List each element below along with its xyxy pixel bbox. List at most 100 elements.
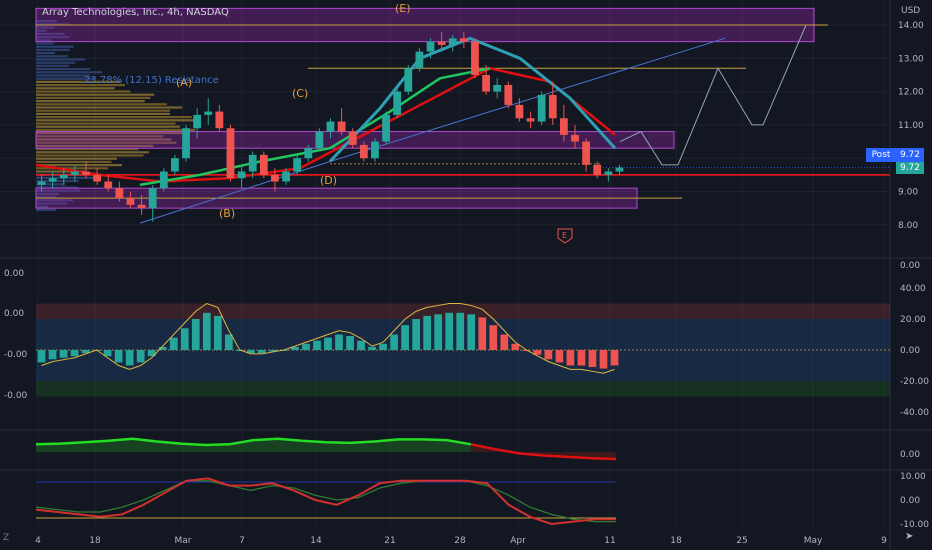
projection-line — [619, 24, 807, 166]
osc-bar — [610, 350, 619, 366]
osc-overbought-band — [36, 303, 890, 319]
z-button[interactable]: Z — [3, 533, 10, 543]
osc-right-tick: -40.00 — [900, 408, 929, 418]
osc-bar — [302, 343, 310, 350]
osc-right-tick: 0.00 — [900, 346, 920, 356]
candle-body — [593, 164, 602, 175]
osc-top-tick: 0.00 — [900, 261, 920, 271]
fib-resistance-label: 23.78% (12.15) Resistance — [84, 75, 219, 86]
candle-body — [148, 188, 157, 209]
osc-oversold-band — [36, 381, 890, 397]
ma-green-line — [139, 67, 491, 187]
osc-bar — [103, 350, 112, 357]
osc-bar — [291, 346, 299, 350]
candle-body — [426, 41, 435, 52]
osc-left-tick: -0.00 — [4, 350, 28, 360]
volume-profile-bar — [36, 186, 79, 189]
candle-body — [493, 84, 502, 92]
volume-profile-bar — [36, 90, 131, 93]
volume-profile-bar — [36, 112, 170, 115]
candle-body — [93, 174, 102, 182]
candle-body — [448, 38, 457, 45]
volume-profile-bar — [36, 138, 172, 141]
earnings-marker[interactable]: E — [557, 228, 573, 244]
osc-bar — [390, 334, 398, 350]
momentum-pane: 0.00 — [35, 437, 920, 461]
osc-bar — [577, 350, 586, 366]
candle-body — [204, 111, 213, 115]
osc-bar — [588, 350, 597, 368]
candle-body — [582, 141, 590, 165]
volume-profile-bar — [36, 157, 117, 160]
candle-body — [459, 38, 468, 42]
osc-left-tick: 0.00 — [4, 309, 24, 319]
earnings-marker-label: E — [562, 231, 567, 240]
candle-body — [182, 128, 190, 159]
candle-body — [515, 104, 524, 119]
candle-body — [115, 188, 124, 199]
candle-body — [359, 144, 368, 159]
candle-body — [337, 121, 346, 132]
osc-bar — [478, 317, 487, 350]
trend-line — [139, 161, 331, 224]
osc-left-tick: 0.00 — [4, 269, 24, 279]
candle-body — [393, 91, 402, 115]
osc-bar — [555, 350, 564, 363]
candle-body — [137, 204, 146, 209]
trend-line — [329, 37, 726, 163]
volume-profile — [36, 20, 196, 211]
candle-body — [526, 118, 535, 122]
volume-profile-bar — [36, 148, 139, 151]
momentum-line-green — [35, 437, 472, 447]
osc-right-tick: 40.00 — [900, 284, 926, 294]
osc-bar — [511, 343, 520, 350]
candle-body — [293, 158, 302, 172]
candle-body — [48, 178, 57, 182]
volume-profile-bar — [36, 199, 74, 202]
osc-bar — [247, 350, 255, 354]
volume-profile-bar — [36, 55, 68, 58]
volume-profile-bar — [36, 109, 171, 112]
osc-bar — [81, 350, 90, 354]
volume-profile-bar — [36, 164, 123, 167]
osc-bar — [599, 350, 608, 369]
y-tick-label: 9.00 — [898, 188, 918, 198]
volume-profile-bar — [36, 128, 196, 131]
dmi-pane: 10.00 0.00 -10.00 — [35, 472, 929, 530]
symbol-title: Array Technologies, Inc., 4h, NASDAQ — [42, 7, 229, 18]
candlestick-series[interactable] — [37, 31, 624, 222]
osc-bar — [533, 350, 542, 355]
osc-bar — [125, 350, 134, 366]
osc-signal-line — [41, 302, 615, 374]
osc-bar — [180, 328, 189, 350]
volume-profile-bar — [36, 36, 70, 39]
osc-bar — [169, 337, 178, 350]
volume-profile-bar — [36, 58, 86, 61]
volume-profile-bar — [36, 32, 65, 35]
osc-bar — [191, 319, 200, 350]
x-tick-label: 18 — [670, 536, 682, 546]
y-tick-label: 13.00 — [898, 54, 924, 64]
volume-profile-bar — [36, 205, 49, 208]
volume-profile-bar — [36, 116, 192, 119]
osc-bar — [258, 350, 266, 354]
volume-profile-bar — [36, 192, 60, 195]
volume-profile-bar — [36, 208, 57, 211]
tv-logo-icon[interactable]: ➤ — [905, 531, 914, 542]
y-tick-label: 11.00 — [898, 121, 924, 131]
candle-body — [571, 134, 579, 142]
osc-bar — [224, 334, 233, 350]
candle-body — [415, 51, 424, 69]
volume-profile-bar — [36, 100, 145, 103]
osc-bar — [357, 340, 365, 350]
candle-body — [237, 171, 246, 179]
osc-bar — [467, 314, 476, 350]
osc-bar — [335, 334, 343, 350]
volume-profile-bar — [36, 196, 57, 199]
volume-profile-bar — [36, 42, 54, 45]
candle-body — [348, 131, 357, 145]
dmi-tick: 10.00 — [900, 472, 926, 482]
candle-body — [304, 148, 313, 159]
volume-profile-bar — [36, 74, 90, 77]
